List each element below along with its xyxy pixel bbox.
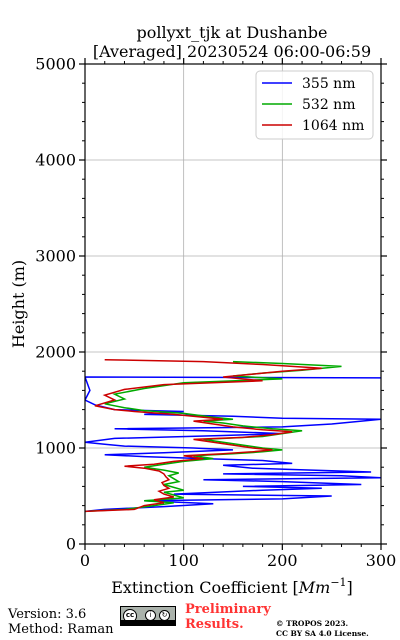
chart-svg: pollyxt_tjk at Dushanbe [Averaged] 20230…	[9, 23, 396, 597]
x-tick-label: 300	[366, 551, 397, 570]
y-tick-label: 3000	[35, 247, 76, 266]
x-tick-label: 100	[168, 551, 199, 570]
legend-label-0: 355 nm	[302, 76, 355, 92]
series-line-1	[85, 360, 342, 513]
x-axis-label: Extinction Coefficient [Mm−1]	[111, 576, 353, 597]
x-axis-label-bracket-close: ]	[347, 578, 353, 597]
cc-license-badge: cc i ↻	[120, 606, 176, 626]
x-axis-label-bracket-open: [	[293, 578, 299, 597]
series-line-0	[85, 376, 381, 513]
x-tick-label: 200	[267, 551, 298, 570]
series-line-2	[85, 358, 322, 513]
x-axis-label-prefix: Extinction Coefficient	[111, 578, 292, 597]
y-tick-label: 1000	[35, 439, 76, 458]
y-tick-label: 2000	[35, 343, 76, 362]
copyright-line1: © TROPOS 2023.	[276, 619, 349, 628]
y-tick-label: 5000	[35, 55, 76, 74]
copyright-line2: CC BY SA 4.0 License.	[276, 629, 369, 638]
copyright-note: © TROPOS 2023. CC BY SA 4.0 License.	[276, 619, 369, 639]
preliminary-line1: Preliminary	[185, 602, 271, 617]
x-axis-label-exponent: −1	[330, 576, 346, 589]
legend-label-1: 532 nm	[302, 97, 355, 113]
chart-title-line2: [Averaged] 20230524 06:00-06:59	[93, 42, 371, 61]
legend-box	[255, 70, 374, 140]
y-tick-label: 0	[66, 535, 76, 554]
legend-label-2: 1064 nm	[302, 118, 364, 134]
version-text: Version: 3.6	[8, 607, 87, 622]
legend: 355 nm 532 nm 1064 nm	[255, 70, 374, 140]
major-ticks	[79, 58, 387, 550]
chart-title-line1: pollyxt_tjk at Dushanbe	[136, 23, 327, 42]
method-text: Method: Raman	[8, 622, 114, 637]
y-tick-label: 4000	[35, 151, 76, 170]
plot-frame	[84, 63, 382, 545]
x-tick-label: 0	[80, 551, 90, 570]
preliminary-line2: Results.	[185, 617, 244, 632]
x-axis-label-unit: Mm	[298, 578, 331, 597]
preliminary-results-note: Preliminary Results.	[185, 602, 271, 632]
y-axis-label: Height (m)	[9, 260, 28, 348]
cc-badge-strip	[121, 620, 175, 625]
series-lines	[85, 358, 381, 513]
